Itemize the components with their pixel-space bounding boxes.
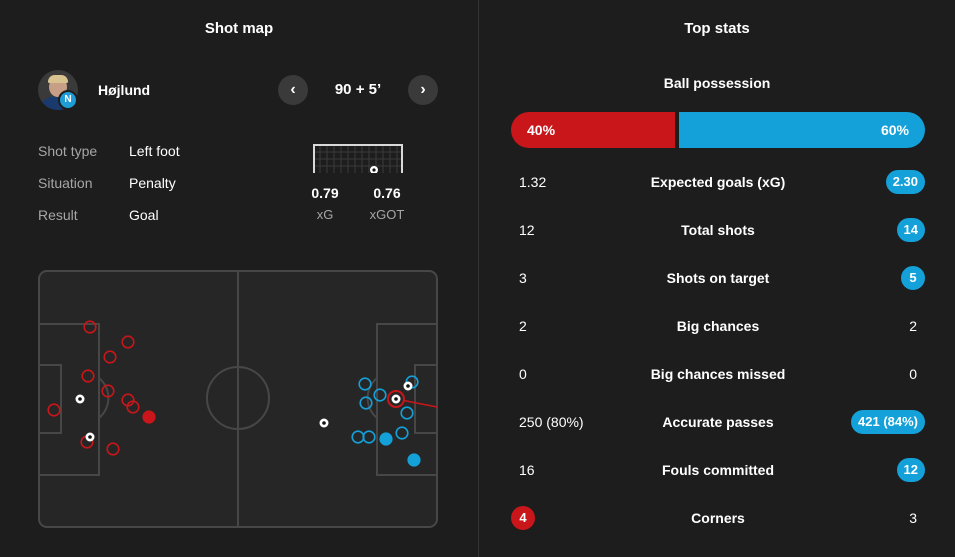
stat-row: Big chances missed 0 0 (511, 360, 925, 388)
shot-marker[interactable] (407, 453, 421, 467)
stat-name-total-shots: Total shots (681, 222, 755, 238)
shot-marker[interactable] (81, 369, 95, 383)
player-name[interactable]: Højlund (98, 82, 151, 98)
shot-type-label: Shot type (38, 143, 98, 159)
stat-away-value-accurate-passes: 421 (84%) (851, 410, 925, 434)
possession-home-value: 40% (527, 122, 556, 138)
stat-name-corners: Corners (691, 510, 745, 526)
stat-name-big-chances-missed: Big chances missed (650, 366, 786, 382)
stat-home-value-total-shots: 12 (519, 222, 535, 238)
stat-row: Corners 4 3 (511, 504, 925, 532)
goal-marker-icon[interactable] (75, 394, 85, 404)
goal-marker-icon[interactable] (403, 381, 413, 391)
stat-row: Shots on target 3 5 (511, 264, 925, 292)
situation-value: Penalty (129, 175, 176, 191)
stat-away-value-shots-on-target: 5 (901, 266, 925, 290)
previous-shot-button[interactable]: ‹ (278, 75, 308, 105)
shot-minute: 90 + 5’ (334, 81, 382, 98)
top-stats-panel: Top stats Ball possession 40% 60% Expect… (479, 0, 955, 557)
shot-marker[interactable] (126, 400, 140, 414)
stat-home-value-accurate-passes: 250 (80%) (519, 414, 584, 430)
stat-away-value-expected-goals-xg: 2.30 (885, 170, 925, 194)
stat-name-big-chances: Big chances (676, 318, 760, 334)
shot-marker[interactable] (142, 410, 156, 424)
shot-marker[interactable] (83, 320, 97, 334)
goal-marker-icon[interactable] (319, 418, 329, 428)
possession-home-fill (511, 112, 675, 148)
chevron-right-icon: › (420, 81, 426, 98)
stat-row: Total shots 12 14 (511, 216, 925, 244)
result-label: Result (38, 207, 78, 223)
shot-marker[interactable] (400, 406, 414, 420)
shot-marker[interactable] (103, 350, 117, 364)
shot-marker[interactable] (359, 396, 373, 410)
possession-bar: 40% 60% (511, 112, 925, 148)
shot-map-title: Shot map (204, 20, 274, 37)
shot-marker[interactable] (395, 426, 409, 440)
stat-away-value-big-chances: 2 (909, 318, 917, 334)
stat-home-value-expected-goals-xg: 1.32 (519, 174, 547, 190)
shot-marker[interactable] (379, 432, 393, 446)
stat-name-shots-on-target: Shots on target (666, 270, 770, 286)
stat-away-value-corners: 3 (909, 510, 917, 526)
panel-divider (478, 0, 479, 557)
stat-row: Accurate passes 250 (80%) 421 (84%) (511, 408, 925, 436)
shot-map-panel: Shot map N Højlund ‹ 90 + 5’ › Shot type… (38, 20, 438, 528)
shot-marker[interactable] (362, 430, 376, 444)
shot-map-pitch (38, 270, 438, 528)
next-shot-button[interactable]: › (408, 75, 438, 105)
stat-home-value-fouls-committed: 16 (519, 462, 535, 478)
goal-marker-icon[interactable] (85, 432, 95, 442)
situation-label: Situation (38, 175, 93, 191)
stat-name-expected-goals-xg: Expected goals (xG) (650, 174, 786, 190)
result-value: Goal (129, 207, 159, 223)
possession-label: Ball possession (663, 75, 771, 91)
team-badge-icon: N (58, 90, 78, 110)
stat-home-value-shots-on-target: 3 (519, 270, 527, 286)
stat-away-value-fouls-committed: 12 (896, 458, 925, 482)
xg-value: 0.79 (311, 185, 339, 201)
shot-marker[interactable] (121, 335, 135, 349)
selected-shot-marker[interactable] (387, 390, 405, 408)
shot-type-value: Left foot (129, 143, 180, 159)
goal-frame-icon (313, 144, 403, 173)
shot-marker[interactable] (106, 442, 120, 456)
shot-marker[interactable] (358, 377, 372, 391)
xg-label: xG (316, 207, 334, 222)
xgot-label: xGOT (369, 207, 405, 222)
stat-away-value-total-shots: 14 (896, 218, 925, 242)
stat-row: Big chances 2 2 (511, 312, 925, 340)
stat-name-accurate-passes: Accurate passes (662, 414, 774, 430)
shot-marker[interactable] (101, 384, 115, 398)
stat-row: Fouls committed 16 12 (511, 456, 925, 484)
xgot-value: 0.76 (373, 185, 401, 201)
top-stats-title: Top stats (684, 20, 750, 37)
stat-row: Expected goals (xG) 1.32 2.30 (511, 168, 925, 196)
stat-home-value-big-chances-missed: 0 (519, 366, 527, 382)
shot-marker[interactable] (373, 388, 387, 402)
stat-home-value-corners: 4 (511, 506, 535, 530)
possession-away-value: 60% (880, 122, 909, 138)
chevron-left-icon: ‹ (290, 81, 296, 98)
stat-home-value-big-chances: 2 (519, 318, 527, 334)
possession-away-fill (679, 112, 925, 148)
shot-marker[interactable] (47, 403, 61, 417)
stat-name-fouls-committed: Fouls committed (661, 462, 774, 478)
stat-away-value-big-chances-missed: 0 (909, 366, 917, 382)
